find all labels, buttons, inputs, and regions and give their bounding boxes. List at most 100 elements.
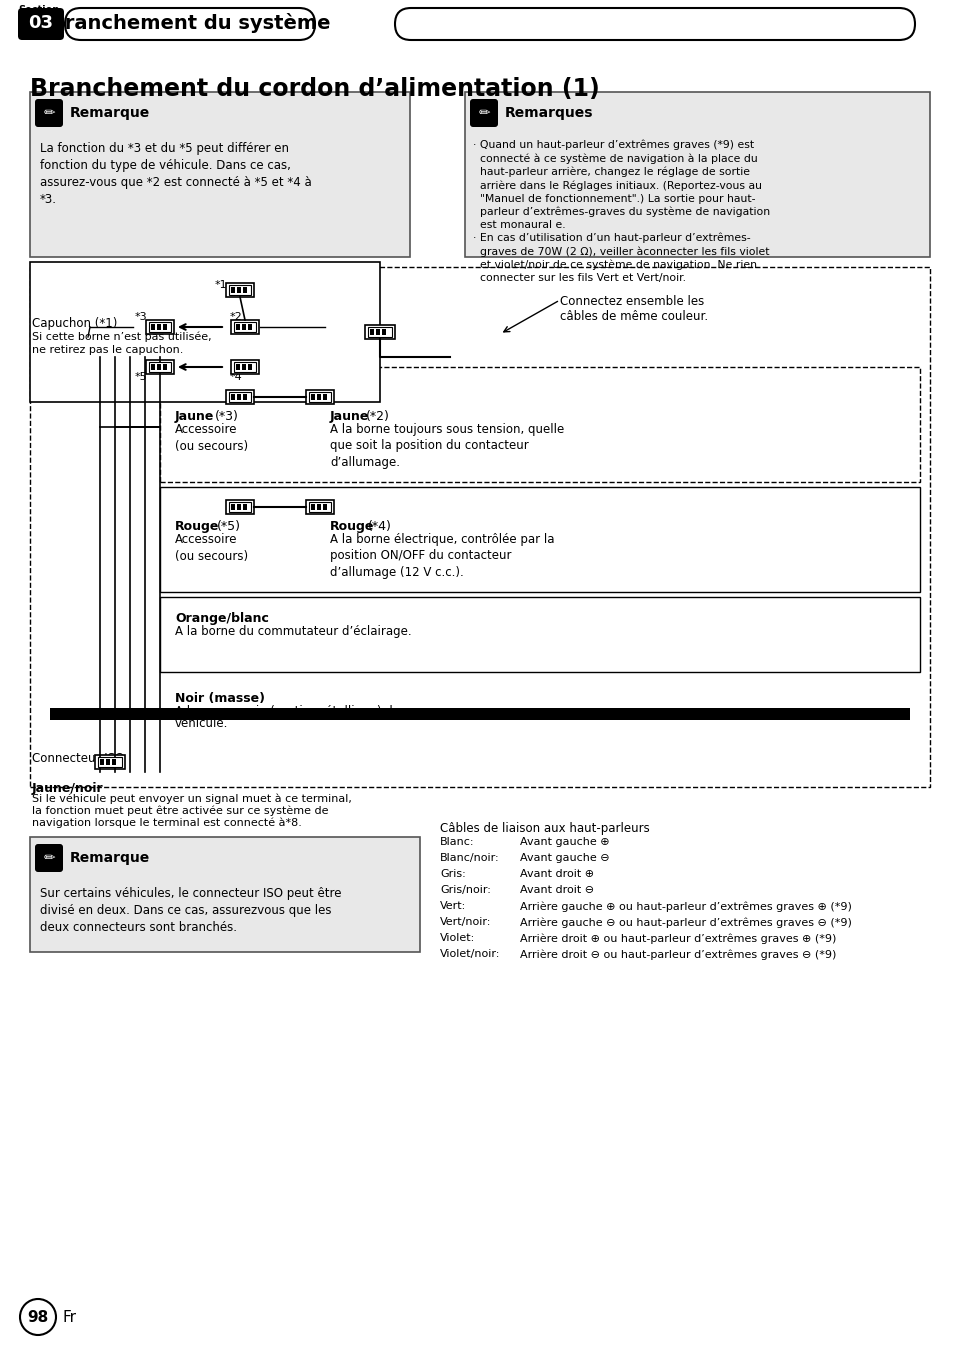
Bar [236, 287, 241, 293]
Text: Vert:: Vert: [439, 900, 466, 911]
Text: Arrière gauche ⊖ ou haut-parleur d’extrêmes graves ⊖ (*9): Arrière gauche ⊖ ou haut-parleur d’extrê… [519, 917, 851, 927]
Bar [311, 393, 314, 400]
Bar [370, 329, 374, 335]
Text: véhicule.: véhicule. [174, 717, 228, 730]
Text: A la carrosserie (partie métallique) du: A la carrosserie (partie métallique) du [174, 704, 400, 718]
FancyBboxPatch shape [35, 844, 63, 872]
Bar [375, 329, 379, 335]
Text: A la borne toujours sous tension, quelle
que soit la position du contacteur
d’al: A la borne toujours sous tension, quelle… [330, 423, 563, 469]
Text: Arrière gauche ⊕ ou haut-parleur d’extrêmes graves ⊕ (*9): Arrière gauche ⊕ ou haut-parleur d’extrê… [519, 900, 851, 911]
FancyBboxPatch shape [65, 8, 314, 41]
Bar [231, 393, 234, 400]
Text: Violet/noir:: Violet/noir: [439, 949, 500, 959]
Bar [151, 324, 154, 330]
Text: Gris:: Gris: [439, 869, 465, 879]
Text: Noir (masse): Noir (masse) [174, 692, 265, 704]
Text: Si le véhicule peut envoyer un signal muet à ce terminal,: Si le véhicule peut envoyer un signal mu… [32, 794, 352, 804]
Bar [231, 504, 234, 510]
Bar [226, 500, 253, 514]
Bar [229, 285, 251, 295]
Bar [231, 287, 234, 293]
Text: La fonction du *3 et du *5 peut différer en
fonction du type de véhicule. Dans c: La fonction du *3 et du *5 peut différer… [40, 142, 312, 206]
Bar [316, 504, 320, 510]
Text: A la borne du commutateur d’éclairage.: A la borne du commutateur d’éclairage. [174, 625, 411, 638]
Bar [368, 327, 392, 337]
Bar [146, 360, 173, 375]
Text: *1: *1 [214, 280, 228, 289]
Text: (*5): (*5) [216, 521, 241, 533]
Bar [236, 393, 241, 400]
Text: Remarques: Remarques [504, 105, 593, 120]
Text: (*3): (*3) [214, 410, 238, 423]
Text: Fr: Fr [62, 1310, 76, 1325]
Text: Arrière droit ⊖ ou haut-parleur d’extrêmes graves ⊖ (*9): Arrière droit ⊖ ou haut-parleur d’extrêm… [519, 949, 836, 960]
Bar [146, 320, 173, 334]
Text: Arrière droit ⊕ ou haut-parleur d’extrêmes graves ⊕ (*9): Arrière droit ⊕ ou haut-parleur d’extrêm… [519, 933, 836, 944]
Text: Rouge: Rouge [174, 521, 219, 533]
Bar [160, 598, 919, 672]
Bar [235, 324, 240, 330]
Text: Violet:: Violet: [439, 933, 475, 942]
Bar [309, 392, 331, 402]
Text: Accessoire
(ou secours): Accessoire (ou secours) [174, 533, 248, 562]
Text: Rouge: Rouge [330, 521, 374, 533]
Text: ✏: ✏ [477, 105, 489, 120]
Text: ✏: ✏ [43, 850, 54, 865]
Bar [464, 92, 929, 257]
Bar [229, 502, 251, 512]
Text: Branchement du cordon d’alimentation (1): Branchement du cordon d’alimentation (1) [30, 77, 599, 101]
Text: *2: *2 [230, 312, 242, 322]
Text: Connecteur ISO: Connecteur ISO [32, 752, 124, 765]
Bar [243, 504, 247, 510]
Text: Câbles de liaison aux haut-parleurs: Câbles de liaison aux haut-parleurs [439, 822, 649, 836]
FancyBboxPatch shape [470, 99, 497, 127]
Bar [311, 504, 314, 510]
Text: ne retirez pas le capuchon.: ne retirez pas le capuchon. [32, 345, 183, 356]
Text: navigation lorsque le terminal est connecté à*8.: navigation lorsque le terminal est conne… [32, 818, 301, 829]
Text: Orange/blanc: Orange/blanc [174, 612, 269, 625]
Text: *4: *4 [230, 372, 242, 383]
Bar [243, 393, 247, 400]
Bar [381, 329, 386, 335]
Bar [231, 360, 258, 375]
Text: Jaune: Jaune [330, 410, 369, 423]
Text: ✏: ✏ [43, 105, 54, 120]
Text: Avant droit ⊖: Avant droit ⊖ [519, 886, 594, 895]
Bar [149, 362, 171, 372]
Text: Capuchon (*1): Capuchon (*1) [32, 316, 117, 330]
Bar [323, 393, 327, 400]
Text: Blanc:: Blanc: [439, 837, 474, 846]
Bar [30, 92, 410, 257]
Bar [95, 754, 125, 769]
Bar [248, 364, 252, 370]
Bar [149, 322, 171, 333]
Bar [242, 324, 246, 330]
Bar [306, 389, 334, 404]
Text: Remarque: Remarque [70, 850, 150, 865]
Text: Avant gauche ⊕: Avant gauche ⊕ [519, 837, 609, 846]
Text: la fonction muet peut être activée sur ce système de: la fonction muet peut être activée sur c… [32, 806, 328, 817]
Text: Jaune/noir: Jaune/noir [32, 781, 104, 795]
Text: Sur certains véhicules, le connecteur ISO peut être
divisé en deux. Dans ce cas,: Sur certains véhicules, le connecteur IS… [40, 887, 341, 934]
Circle shape [20, 1299, 56, 1334]
Bar [112, 758, 116, 765]
Bar [30, 262, 379, 402]
Text: Vert/noir:: Vert/noir: [439, 917, 491, 927]
Bar [306, 500, 334, 514]
Text: (*2): (*2) [366, 410, 390, 423]
Bar [243, 287, 247, 293]
Bar [30, 266, 929, 787]
Bar [157, 364, 161, 370]
Text: 98: 98 [28, 1310, 49, 1325]
Text: (*4): (*4) [368, 521, 392, 533]
Bar [160, 366, 919, 483]
Bar [151, 364, 154, 370]
Bar [309, 502, 331, 512]
Text: · Quand un haut-parleur d’extrêmes graves (*9) est
  connecté à ce système de na: · Quand un haut-parleur d’extrêmes grave… [473, 141, 769, 283]
Bar [235, 364, 240, 370]
Bar [30, 837, 419, 952]
Bar [163, 324, 167, 330]
Text: Section: Section [18, 5, 59, 15]
Bar [50, 708, 909, 721]
Text: A la borne électrique, contrôlée par la
position ON/OFF du contacteur
d’allumage: A la borne électrique, contrôlée par la … [330, 533, 554, 579]
